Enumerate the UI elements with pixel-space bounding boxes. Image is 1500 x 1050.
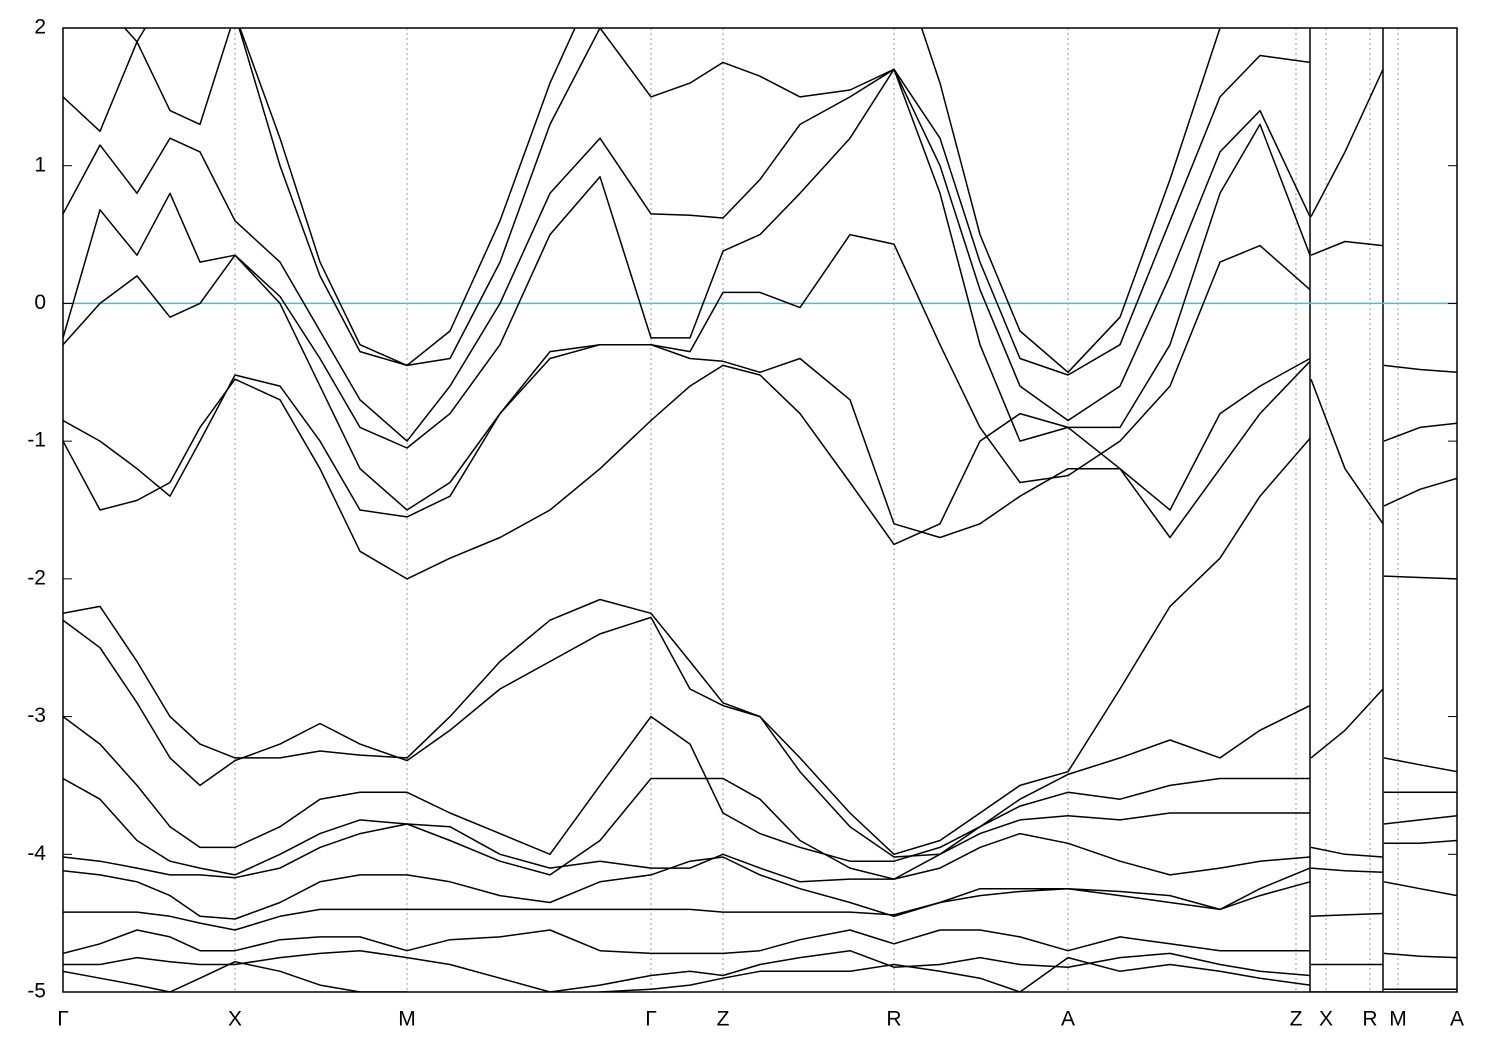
plot-frame bbox=[62, 27, 1458, 993]
band-line bbox=[63, 360, 1457, 873]
x-tick-label: R bbox=[886, 1008, 901, 1031]
band-line bbox=[63, 437, 1457, 918]
x-tick-label: X bbox=[228, 1008, 242, 1031]
x-tick-label: A bbox=[1061, 1008, 1075, 1031]
y-tick-label: -5 bbox=[27, 980, 46, 1003]
band-line bbox=[63, 616, 1457, 966]
x-tick-label: Z bbox=[717, 1008, 730, 1031]
band-line bbox=[63, 777, 1457, 897]
band-line bbox=[123, 28, 1222, 374]
y-tick-label: -1 bbox=[27, 429, 46, 452]
band-line bbox=[63, 233, 1457, 759]
y-tick-label: 0 bbox=[34, 291, 46, 314]
band-line bbox=[63, 929, 1310, 955]
x-tick-label: X bbox=[1319, 1008, 1333, 1031]
band-line bbox=[63, 956, 1311, 992]
bands bbox=[63, 28, 1457, 992]
x-tick-label: A bbox=[1450, 1008, 1464, 1031]
y-tick-label: 1 bbox=[34, 153, 46, 176]
y-tick-label: -3 bbox=[27, 704, 46, 727]
band-line bbox=[63, 881, 1311, 931]
x-tick-label: M bbox=[398, 1008, 416, 1031]
band-line bbox=[63, 68, 1457, 442]
x-tick-label: Γ bbox=[57, 1008, 69, 1031]
y-tick-label: -4 bbox=[27, 842, 46, 865]
x-tick-label: M bbox=[1389, 1008, 1407, 1031]
y-tick-label: -2 bbox=[27, 566, 46, 589]
x-tick-label: Γ bbox=[645, 1008, 657, 1031]
x-tick-label: Z bbox=[1290, 1008, 1303, 1031]
y-tick-label: 2 bbox=[34, 16, 46, 39]
band-line bbox=[63, 715, 1457, 992]
band-line bbox=[63, 28, 1384, 376]
x-tick-label: R bbox=[1362, 1008, 1377, 1031]
band-line bbox=[63, 68, 1457, 525]
